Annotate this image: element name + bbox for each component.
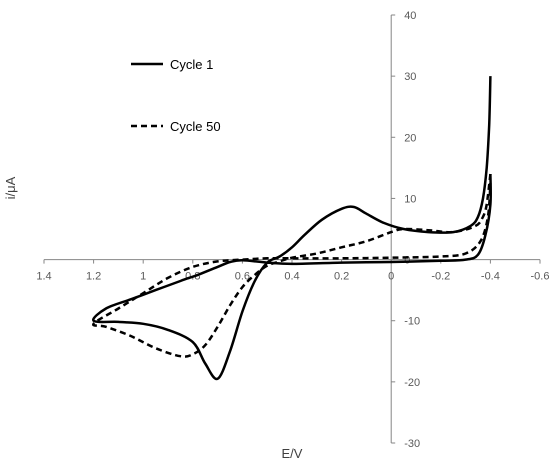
y-tick-label: -30 [404,438,420,450]
y-tick-label: -20 [404,377,420,389]
legend-label-cycle-1: Cycle 1 [170,57,213,72]
x-tick-label: 0 [388,271,394,283]
y-tick-label: 40 [404,10,416,22]
x-tick-label: 1 [140,271,146,283]
y-tick-label: 10 [404,193,416,205]
y-axis-title: i/μA [3,176,18,199]
x-tick-label: 0.6 [235,271,250,283]
x-tick-label: 1.2 [86,271,101,283]
legend: Cycle 1 Cycle 50 [131,57,221,134]
y-tick-label: 30 [404,71,416,83]
x-tick-label: -0.4 [481,271,500,283]
y-tick-label: 20 [404,132,416,144]
series-line-cycle-50 [92,173,492,358]
data-series [92,76,493,381]
legend-label-cycle-50: Cycle 50 [170,119,221,134]
x-tick-label: 0.2 [334,271,349,283]
x-tick-label: 0.4 [284,271,299,283]
x-axis-ticks: 1.4 1.2 1 0.8 0.6 0.4 0.2 0 -0.2 -0.4 -0.6 [36,259,550,283]
x-tick-label: 1.4 [36,271,51,283]
x-axis-title: E/V [282,446,303,461]
y-tick-label: -10 [404,316,420,328]
series-line-cycle-1 [92,76,493,381]
x-tick-label: -0.6 [531,271,550,283]
x-tick-label: -0.2 [431,271,450,283]
